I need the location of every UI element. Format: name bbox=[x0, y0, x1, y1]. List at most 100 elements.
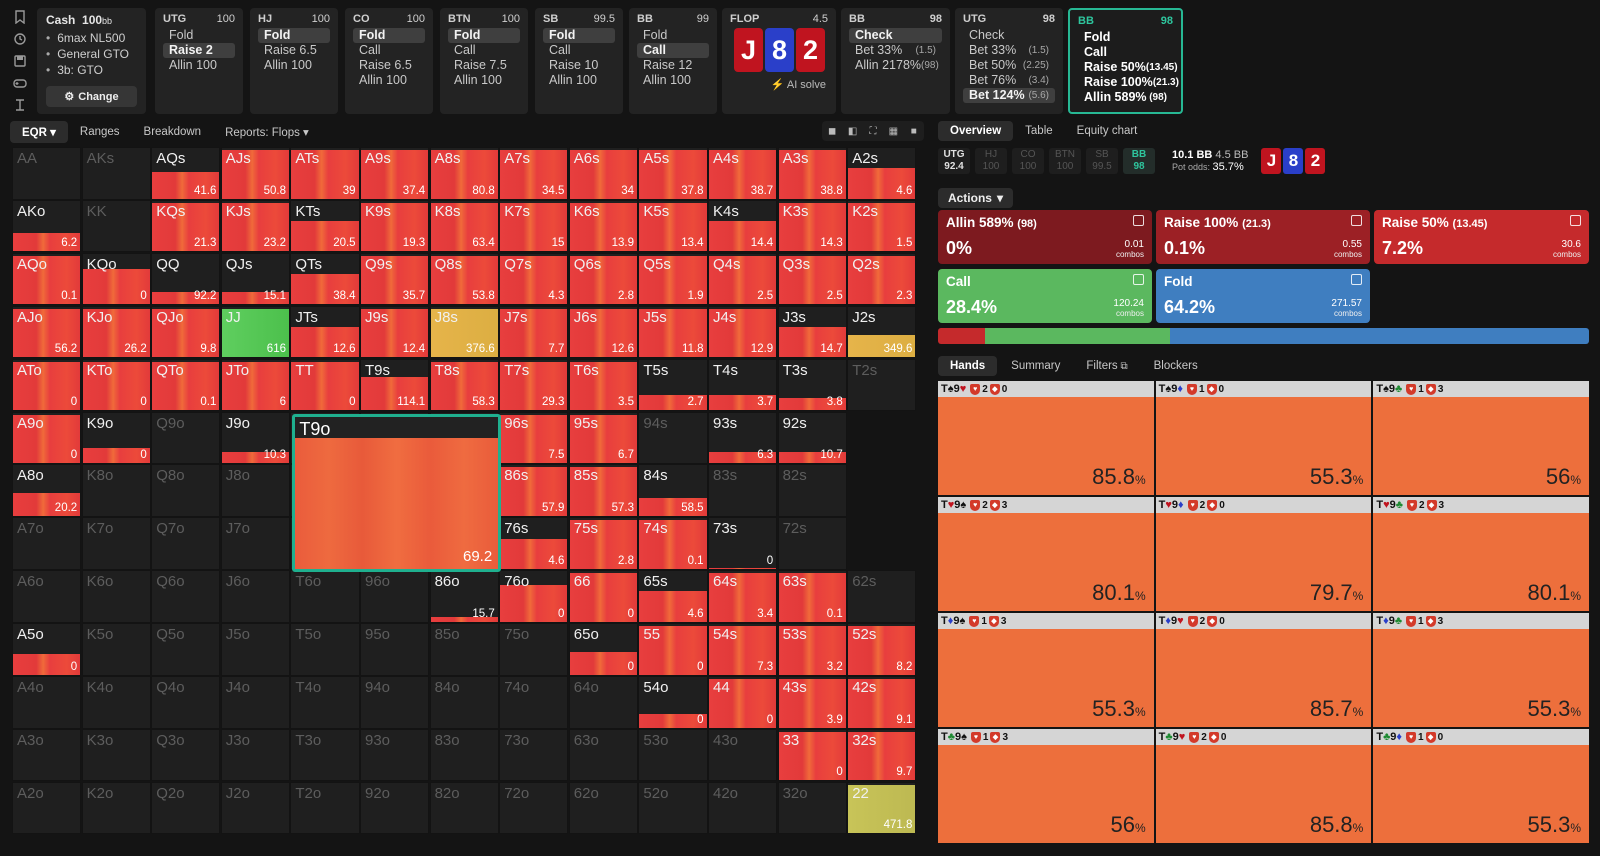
action-option[interactable]: Fold bbox=[1078, 30, 1173, 45]
matrix-cell[interactable]: JJ 616 bbox=[220, 305, 290, 359]
matrix-cell[interactable]: T2s bbox=[847, 358, 917, 412]
matrix-cell[interactable]: Q6o bbox=[151, 570, 221, 623]
matrix-cell[interactable]: T6s 3.5 bbox=[568, 358, 638, 412]
matrix-cell[interactable]: K8o bbox=[81, 464, 151, 517]
action-option[interactable]: Call bbox=[353, 43, 425, 58]
matrix-cell[interactable]: 82o bbox=[429, 781, 499, 835]
action-option[interactable]: Fold bbox=[448, 28, 520, 43]
matrix-cell[interactable]: J2s 349.6 bbox=[847, 305, 917, 359]
matrix-cell[interactable]: JTs 12.6 bbox=[290, 305, 360, 359]
matrix-cell[interactable]: A6s 34 bbox=[568, 147, 638, 200]
matrix-cell[interactable]: Q7s 4.3 bbox=[499, 252, 569, 306]
matrix-cell[interactable]: 43s 3.9 bbox=[777, 676, 847, 729]
matrix-cell[interactable]: 94s bbox=[638, 411, 708, 465]
matrix-cell[interactable]: 54s 7.3 bbox=[708, 623, 778, 676]
matrix-cell[interactable]: AKs bbox=[81, 147, 151, 200]
matrix-cell[interactable]: QJs 15.1 bbox=[220, 252, 290, 306]
action-option[interactable]: Bet 124% (5.6) bbox=[963, 88, 1055, 103]
postflop-action-box[interactable]: UTG 98 Check Bet 33% (1.5) Bet 50% (2.25) Bet 7… bbox=[955, 8, 1063, 114]
hand-combo-cell[interactable]: T ♦ 9 ♠ ♥ 1 ◆ 3 55.3% bbox=[938, 613, 1154, 727]
tab-breakdown[interactable]: Breakdown bbox=[143, 126, 202, 138]
matrix-cell[interactable]: K6o bbox=[81, 570, 151, 623]
matrix-cell[interactable]: K5s 13.4 bbox=[638, 199, 708, 253]
hand-combo-cell[interactable]: T ♦ 9 ♥ ♥ 2 ◆ 0 85.7% bbox=[1155, 613, 1372, 727]
matrix-cell[interactable]: 73s 0 bbox=[708, 517, 778, 570]
action-option[interactable]: Raise 6.5 bbox=[258, 43, 330, 58]
tab-ranges[interactable]: Ranges bbox=[79, 126, 120, 138]
matrix-cell[interactable]: Q4s 2.5 bbox=[708, 252, 778, 306]
matrix-cell[interactable]: K2o bbox=[81, 781, 151, 835]
matrix-cell[interactable]: A2s 4.6 bbox=[847, 147, 917, 200]
matrix-cell[interactable]: Q7o bbox=[151, 517, 221, 570]
matrix-cell[interactable]: AJs 50.8 bbox=[220, 147, 290, 200]
matrix-cell[interactable]: T9s 114.1 bbox=[360, 358, 430, 412]
matrix-cell[interactable]: Q5o bbox=[151, 623, 221, 676]
matrix-cell[interactable]: QTs 38.4 bbox=[290, 252, 360, 306]
matrix-cell[interactable]: Q2o bbox=[151, 781, 221, 835]
matrix-cell[interactable]: Q8o bbox=[151, 464, 221, 517]
matrix-cell[interactable]: Q2s 2.3 bbox=[847, 252, 917, 306]
action-summary-fold[interactable]: Fold 64.2% 271.57 combos bbox=[1156, 269, 1370, 323]
matrix-cell[interactable]: A6o bbox=[12, 570, 82, 623]
action-option[interactable]: Bet 33% (1.5) bbox=[963, 43, 1055, 58]
action-option[interactable]: Raise 12 bbox=[637, 58, 709, 73]
matrix-cell[interactable]: 84s 58.5 bbox=[638, 464, 708, 517]
matrix-cell[interactable]: T3s 3.8 bbox=[777, 358, 847, 412]
matrix-cell[interactable]: J8o bbox=[220, 464, 290, 517]
history-icon[interactable] bbox=[13, 32, 27, 46]
matrix-cell[interactable]: J5o bbox=[220, 623, 290, 676]
matrix-cell[interactable]: T3o bbox=[290, 728, 360, 782]
hand-combo-cell[interactable]: T ♠ 9 ♣ ♥ 1 ◆ 3 56% bbox=[1373, 381, 1589, 495]
matrix-cell[interactable]: A3o bbox=[12, 728, 82, 782]
matrix-cell[interactable]: J2o bbox=[220, 781, 290, 835]
tab-reports-flops[interactable]: Reports: Flops ▾ bbox=[225, 127, 309, 139]
matrix-cell[interactable]: A4o bbox=[12, 676, 82, 729]
matrix-cell[interactable]: J7s 7.7 bbox=[499, 305, 569, 359]
matrix-cell[interactable]: K4o bbox=[81, 676, 151, 729]
matrix-cell[interactable]: KK bbox=[81, 199, 151, 253]
action-option[interactable]: Check bbox=[963, 28, 1055, 43]
action-option[interactable]: Raise 100% (21.3) bbox=[1078, 75, 1179, 90]
matrix-cell[interactable]: Q3s 2.5 bbox=[777, 252, 847, 306]
action-summary-call[interactable]: Call 28.4% 120.24 combos bbox=[938, 269, 1152, 323]
matrix-cell[interactable]: 86o 15.7 bbox=[429, 570, 499, 623]
action-option[interactable]: Fold bbox=[543, 28, 615, 43]
matrix-cell[interactable]: Q9s 35.7 bbox=[360, 252, 430, 306]
matrix-cell[interactable]: A7o bbox=[12, 517, 82, 570]
matrix-cell[interactable]: KTo 0 bbox=[81, 358, 151, 412]
action-box-hj[interactable]: HJ 100 Fold Raise 6.5 Allin 100 bbox=[250, 8, 338, 114]
matrix-cell[interactable]: T7s 29.3 bbox=[499, 358, 569, 412]
action-option[interactable]: Bet 50% (2.25) bbox=[963, 58, 1055, 73]
matrix-cell[interactable]: J5s 11.8 bbox=[638, 305, 708, 359]
matrix-cell[interactable]: A8s 80.8 bbox=[429, 147, 499, 200]
expand-icon[interactable] bbox=[1351, 215, 1362, 226]
matrix-cell[interactable]: 75o bbox=[499, 623, 569, 676]
bookmark-icon[interactable] bbox=[13, 10, 27, 24]
matrix-cell[interactable]: 42o bbox=[708, 781, 778, 835]
action-option[interactable]: Allin 100 bbox=[543, 73, 615, 88]
matrix-cell[interactable]: AQs 41.6 bbox=[151, 147, 221, 200]
matrix-cell[interactable]: 72s bbox=[777, 517, 847, 570]
action-box-utg[interactable]: UTG 100 Fold Raise 2 Allin 100 bbox=[155, 8, 243, 114]
matrix-cell[interactable]: QJo 9.8 bbox=[151, 305, 221, 359]
matrix-cell[interactable]: T4s 3.7 bbox=[708, 358, 778, 412]
action-option[interactable]: Allin 2178% (98) bbox=[849, 58, 942, 73]
matrix-cell[interactable]: 43o bbox=[708, 728, 778, 782]
matrix-cell[interactable]: 32o bbox=[777, 781, 847, 835]
matrix-cell[interactable]: AJo 56.2 bbox=[12, 305, 82, 359]
matrix-cell[interactable]: A3s 38.8 bbox=[777, 147, 847, 200]
matrix-cell[interactable]: J7o bbox=[220, 517, 290, 570]
text-cursor-icon[interactable] bbox=[13, 98, 27, 112]
matrix-cell[interactable]: 32s 9.7 bbox=[847, 728, 917, 782]
matrix-cell[interactable]: T2o bbox=[290, 781, 360, 835]
matrix-cell[interactable]: 55 0 bbox=[638, 623, 708, 676]
matrix-cell[interactable]: 44 0 bbox=[708, 676, 778, 729]
matrix-cell[interactable]: K3s 14.3 bbox=[777, 199, 847, 253]
matrix-cell[interactable]: AA bbox=[12, 147, 82, 200]
matrix-cell[interactable]: K9o 0 bbox=[81, 411, 151, 465]
action-option[interactable]: Fold bbox=[353, 28, 425, 43]
matrix-cell[interactable]: J9s 12.4 bbox=[360, 305, 430, 359]
expand-icon[interactable] bbox=[1133, 274, 1144, 285]
matrix-cell[interactable]: 75s 2.8 bbox=[568, 517, 638, 570]
matrix-cell[interactable]: K8s 63.4 bbox=[429, 199, 499, 253]
